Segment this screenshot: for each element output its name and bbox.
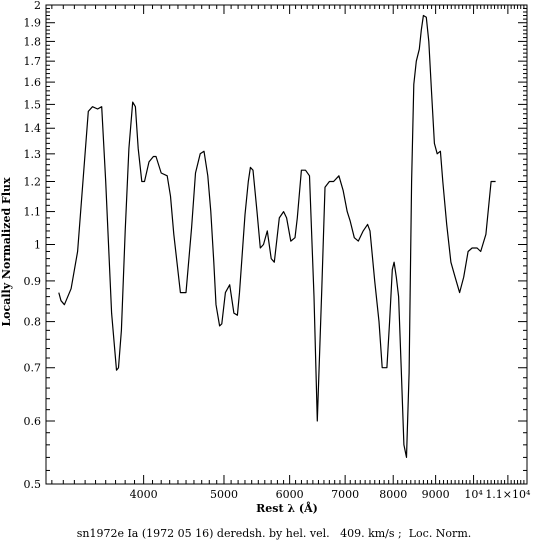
x-tick-label: 6000 (276, 488, 304, 501)
series-group (58, 14, 496, 458)
y-tick-label: 2 (34, 0, 41, 12)
y-tick-label: 1.5 (24, 98, 42, 111)
y-tick-label: 1.3 (24, 148, 42, 161)
y-tick-label: 1.1 (24, 206, 42, 219)
y-tick-label: 1.8 (24, 35, 42, 48)
x-tick-label: 1.1×10⁴ (485, 488, 531, 501)
x-tick-label: 4000 (130, 488, 158, 501)
y-tick-label: 1.7 (24, 55, 42, 68)
y-tick-label: 0.7 (24, 362, 42, 375)
x-tick-labels: 4000 5000 6000 7000 8000 9000 10⁴ 1.1×10⁴ (130, 488, 531, 501)
x-tick-label: 9000 (422, 488, 450, 501)
plot-frame (45, 4, 528, 485)
spectrum-line (58, 14, 496, 458)
y-tick-label: 1 (34, 239, 41, 252)
y-tick-label: 0.5 (24, 478, 42, 491)
y-axis-title: Locally Normalized Flux (0, 177, 13, 327)
spectrum-caption: sn1972e Ia (1972 05 16) deredsh. by hel.… (76, 527, 472, 540)
x-tick-label: 5000 (210, 488, 238, 501)
y-tick-label: 0.8 (24, 316, 42, 329)
x-tick-label: 8000 (379, 488, 407, 501)
axis-ticks (46, 4, 528, 485)
y-tick-label: 1.4 (24, 122, 42, 135)
x-tick-label: 7000 (331, 488, 359, 501)
y-tick-label: 1.6 (24, 76, 42, 89)
x-tick-label: 10⁴ (464, 488, 483, 501)
y-tick-label: 0.9 (24, 275, 42, 288)
y-tick-label: 0.6 (24, 415, 42, 428)
y-tick-label: 1.2 (24, 176, 42, 189)
y-tick-labels: 0.5 0.6 0.7 0.8 0.9 1 1.1 1.2 1.3 1.4 1.5 1.6 1.7 1.8… (24, 0, 42, 491)
y-tick-label: 1.9 (24, 17, 42, 30)
x-axis-title: Rest λ (Å) (256, 501, 318, 515)
